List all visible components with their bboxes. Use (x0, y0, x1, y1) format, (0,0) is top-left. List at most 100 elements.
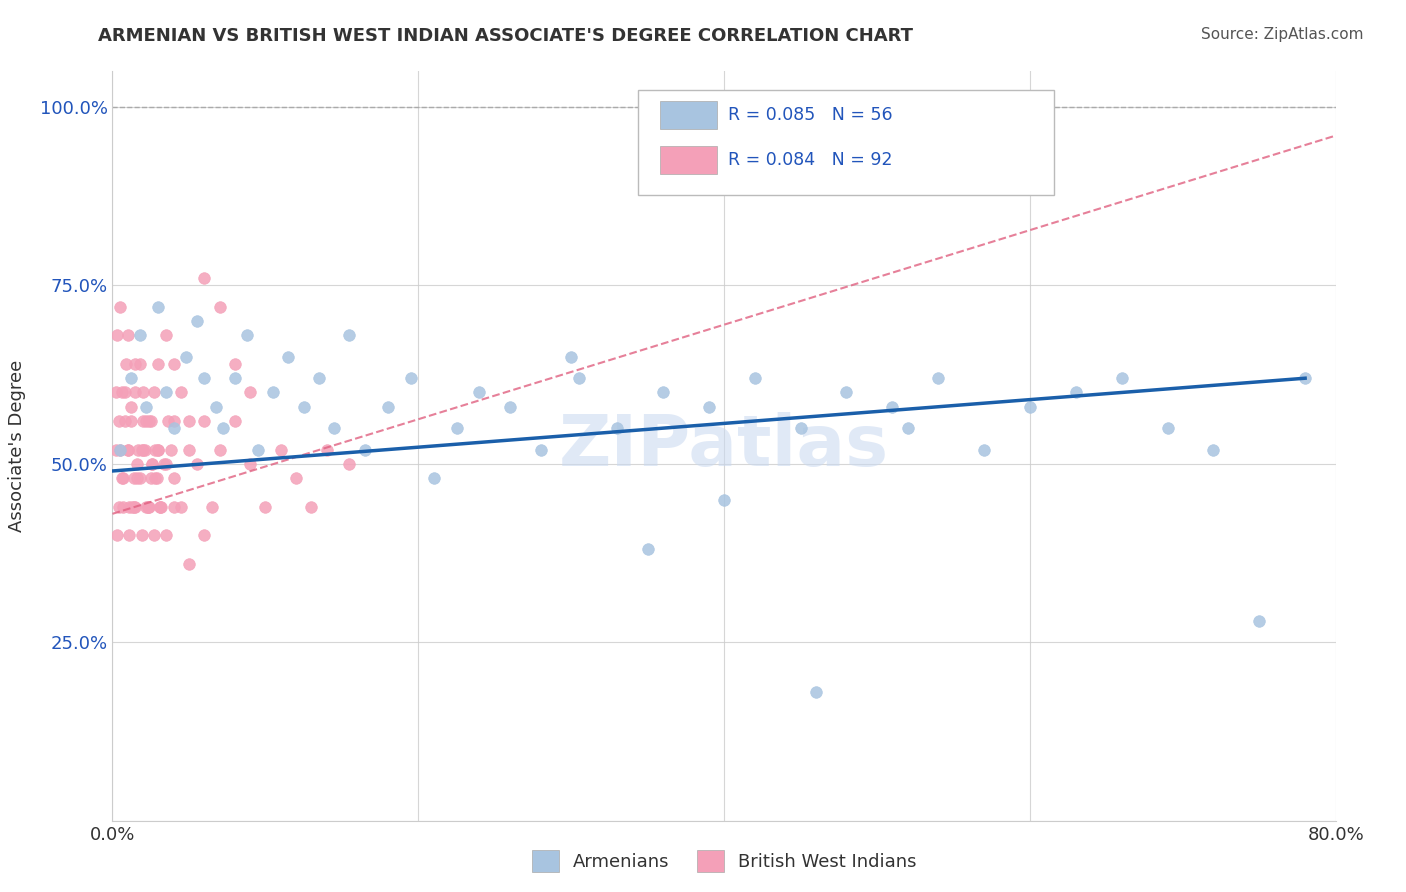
Point (136, 500, 159, 514)
Point (121, 500, 143, 514)
Point (239, 385, 262, 400)
Point (713, 492, 735, 507)
Point (146, 471, 169, 485)
Point (637, 542, 659, 557)
Point (159, 442, 181, 457)
Point (148, 357, 170, 371)
Point (155, 457, 177, 471)
Text: Source: ZipAtlas.com: Source: ZipAtlas.com (1201, 27, 1364, 42)
Point (193, 528, 215, 542)
Point (1111, 371, 1133, 385)
Point (129, 357, 152, 371)
Point (277, 350, 299, 364)
Text: ARMENIAN VS BRITISH WEST INDIAN ASSOCIATE'S DEGREE CORRELATION CHART: ARMENIAN VS BRITISH WEST INDIAN ASSOCIAT… (98, 27, 914, 45)
Point (155, 385, 177, 400)
Point (499, 400, 522, 414)
Point (135, 414, 157, 428)
Point (153, 457, 176, 471)
Point (399, 371, 422, 385)
Point (143, 442, 166, 457)
FancyBboxPatch shape (661, 146, 717, 174)
Point (150, 500, 173, 514)
Point (208, 442, 231, 457)
Point (142, 385, 165, 400)
Point (299, 500, 322, 514)
Point (148, 300, 170, 314)
Point (104, 442, 127, 457)
Point (468, 385, 491, 400)
Point (124, 357, 146, 371)
Point (208, 300, 231, 314)
Point (148, 442, 170, 457)
Point (120, 371, 142, 385)
Point (606, 421, 628, 435)
Point (122, 500, 145, 514)
Point (205, 400, 228, 414)
Point (107, 414, 129, 428)
Point (1064, 385, 1087, 400)
Point (141, 457, 163, 471)
Point (224, 414, 246, 428)
Point (132, 414, 155, 428)
Point (120, 400, 142, 414)
Point (170, 385, 193, 400)
Point (744, 371, 766, 385)
Point (835, 385, 858, 400)
Point (138, 414, 160, 428)
Point (927, 371, 949, 385)
Point (246, 442, 269, 457)
Point (323, 421, 346, 435)
Point (186, 457, 208, 471)
Point (270, 442, 292, 457)
Point (177, 442, 200, 457)
Point (108, 442, 131, 457)
Point (1386, 385, 1406, 400)
Point (973, 442, 995, 457)
Point (134, 442, 156, 457)
Point (136, 500, 159, 514)
Point (107, 500, 129, 514)
Point (155, 328, 177, 343)
Point (115, 357, 138, 371)
Point (117, 442, 139, 457)
Point (131, 442, 153, 457)
FancyBboxPatch shape (661, 102, 717, 129)
Point (131, 528, 153, 542)
Point (111, 385, 134, 400)
Point (177, 414, 200, 428)
Point (697, 400, 720, 414)
Point (446, 421, 468, 435)
Point (108, 300, 131, 314)
Point (142, 528, 165, 542)
Point (124, 500, 146, 514)
Point (315, 442, 337, 457)
Point (138, 500, 160, 514)
Point (186, 314, 208, 328)
Point (122, 471, 145, 485)
Y-axis label: Associate's Degree: Associate's Degree (7, 359, 25, 533)
Point (149, 500, 172, 514)
Point (132, 442, 155, 457)
FancyBboxPatch shape (638, 90, 1054, 195)
Point (224, 371, 246, 385)
Point (118, 528, 141, 542)
Point (262, 385, 284, 400)
Point (117, 328, 139, 343)
Point (143, 471, 166, 485)
Point (135, 400, 157, 414)
Point (804, 685, 827, 699)
Legend: Armenians, British West Indians: Armenians, British West Indians (524, 843, 924, 879)
Point (193, 271, 215, 285)
Point (163, 421, 186, 435)
Point (422, 471, 444, 485)
Point (201, 500, 224, 514)
Point (139, 414, 162, 428)
Point (568, 371, 591, 385)
Point (224, 357, 246, 371)
Point (1202, 442, 1225, 457)
Point (1156, 421, 1178, 435)
Point (652, 385, 675, 400)
Point (239, 457, 262, 471)
Point (897, 421, 920, 435)
Point (308, 371, 330, 385)
